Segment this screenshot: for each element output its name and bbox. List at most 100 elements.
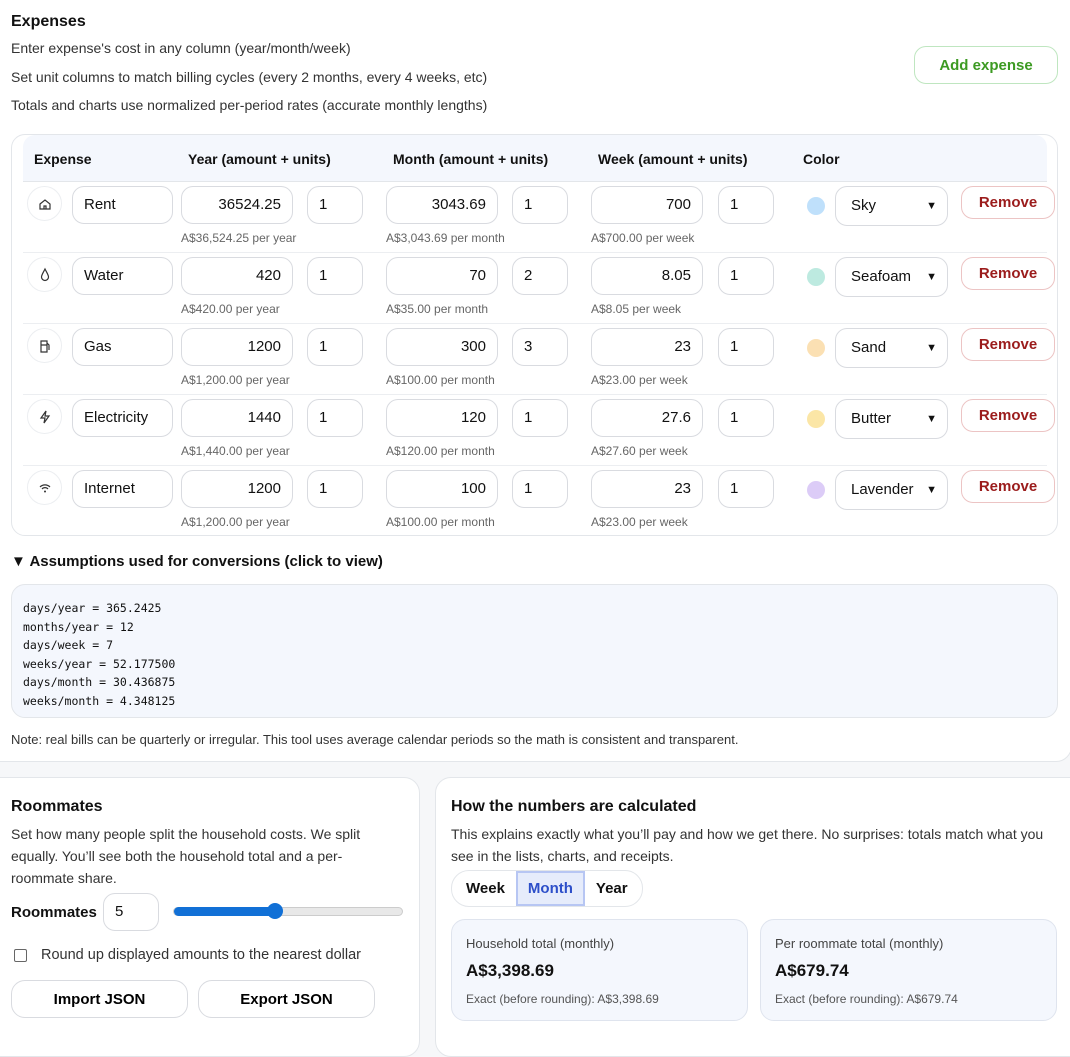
expense-name-input[interactable]: Gas (72, 328, 173, 366)
expense-name-input[interactable]: Internet (72, 470, 173, 508)
add-expense-button[interactable]: Add expense (914, 46, 1058, 84)
year-hint: A$420.00 per year (181, 302, 280, 316)
color-select[interactable]: Butter ▼ (835, 399, 948, 439)
month-hint: A$100.00 per month (386, 373, 495, 387)
year-hint: A$36,524.25 per year (181, 231, 297, 245)
remove-button[interactable]: Remove (961, 470, 1055, 503)
month-amount-input[interactable]: 70 (386, 257, 498, 295)
month-hint: A$35.00 per month (386, 302, 489, 316)
month-units-input[interactable]: 1 (512, 399, 568, 437)
roommates-count-input[interactable]: 5 (103, 893, 159, 931)
color-select-value: Butter (851, 410, 892, 427)
period-week-tab[interactable]: Week (466, 880, 505, 897)
round-up-checkbox[interactable] (14, 949, 27, 962)
month-units-input[interactable]: 3 (512, 328, 568, 366)
year-units-input[interactable]: 1 (307, 328, 363, 366)
chevron-down-icon: ▼ (926, 200, 937, 212)
remove-button[interactable]: Remove (961, 399, 1055, 432)
header-year: Year (amount + units) (188, 151, 331, 167)
expense-name-input[interactable]: Rent (72, 186, 173, 224)
expense-name-input[interactable]: Electricity (72, 399, 173, 437)
month-hint: A$100.00 per month (386, 515, 495, 529)
export-json-button[interactable]: Export JSON (198, 980, 375, 1018)
week-hint: A$27.60 per week (591, 444, 688, 458)
year-amount-input[interactable]: 1200 (181, 328, 293, 366)
week-hint: A$700.00 per week (591, 231, 695, 245)
slider-thumb[interactable] (267, 903, 284, 919)
roommates-slider[interactable] (173, 903, 403, 919)
week-amount-input[interactable]: 700 (591, 186, 703, 224)
conversion-note: Note: real bills can be quarterly or irr… (11, 732, 739, 747)
period-year-tab[interactable]: Year (595, 880, 628, 897)
assumptions-toggle[interactable]: ▼ Assumptions used for conversions (clic… (11, 553, 383, 570)
year-hint: A$1,200.00 per year (181, 373, 290, 387)
home-icon (27, 186, 62, 221)
color-select[interactable]: Seafoam ▼ (835, 257, 948, 297)
household-total-label: Household total (monthly) (466, 936, 615, 951)
week-units-input[interactable]: 1 (718, 328, 774, 366)
chevron-down-icon: ▼ (926, 342, 937, 354)
color-select-value: Sky (851, 197, 877, 214)
expenses-title: Expenses (11, 13, 86, 30)
week-hint: A$23.00 per week (591, 515, 688, 529)
year-amount-input[interactable]: 1200 (181, 470, 293, 508)
week-units-input[interactable]: 1 (718, 257, 774, 295)
expense-row: Gas 1200 1 A$1,200.00 per year 300 3 A$1… (23, 324, 1055, 395)
lightning-icon (27, 399, 62, 434)
week-amount-input[interactable]: 23 (591, 470, 703, 508)
color-swatch (807, 339, 825, 357)
year-units-input[interactable]: 1 (307, 257, 363, 295)
droplet-icon (27, 257, 62, 292)
gas-pump-icon (27, 328, 62, 363)
per-roommate-total-value: A$679.74 (775, 961, 849, 980)
color-select-value: Lavender (851, 481, 914, 498)
household-total-exact: Exact (before rounding): A$3,398.69 (466, 992, 659, 1006)
color-select[interactable]: Sand ▼ (835, 328, 948, 368)
import-json-button[interactable]: Import JSON (11, 980, 188, 1018)
year-amount-input[interactable]: 420 (181, 257, 293, 295)
roommates-label: Roommates (11, 904, 97, 921)
expense-name-input[interactable]: Water (72, 257, 173, 295)
remove-button[interactable]: Remove (961, 328, 1055, 361)
month-amount-input[interactable]: 3043.69 (386, 186, 498, 224)
remove-button[interactable]: Remove (961, 257, 1055, 290)
roommates-desc: Set how many people split the household … (11, 826, 361, 886)
year-amount-input[interactable]: 36524.25 (181, 186, 293, 224)
color-select-value: Sand (851, 339, 887, 356)
expense-row: Rent 36524.25 1 A$36,524.25 per year 304… (23, 182, 1055, 253)
chevron-down-icon: ▼ (926, 484, 937, 496)
month-amount-input[interactable]: 300 (386, 328, 498, 366)
header-expense: Expense (34, 151, 92, 167)
week-amount-input[interactable]: 27.6 (591, 399, 703, 437)
month-units-input[interactable]: 2 (512, 257, 568, 295)
expense-row: Electricity 1440 1 A$1,440.00 per year 1… (23, 395, 1055, 466)
week-units-input[interactable]: 1 (718, 470, 774, 508)
period-selector: Week Month Year (451, 870, 643, 907)
week-amount-input[interactable]: 8.05 (591, 257, 703, 295)
color-select[interactable]: Lavender ▼ (835, 470, 948, 510)
month-amount-input[interactable]: 120 (386, 399, 498, 437)
remove-button[interactable]: Remove (961, 186, 1055, 219)
month-units-input[interactable]: 1 (512, 470, 568, 508)
week-amount-input[interactable]: 23 (591, 328, 703, 366)
year-units-input[interactable]: 1 (307, 399, 363, 437)
calc-desc: This explains exactly what you’ll pay an… (451, 826, 1044, 864)
week-units-input[interactable]: 1 (718, 186, 774, 224)
week-units-input[interactable]: 1 (718, 399, 774, 437)
table-header: Expense Year (amount + units) Month (amo… (23, 135, 1047, 182)
chevron-down-icon: ▼ (926, 413, 937, 425)
expenses-table: Expense Year (amount + units) Month (amo… (11, 134, 1058, 536)
year-units-input[interactable]: 1 (307, 470, 363, 508)
month-amount-input[interactable]: 100 (386, 470, 498, 508)
color-swatch (807, 197, 825, 215)
household-total-card: Household total (monthly) A$3,398.69 Exa… (451, 919, 748, 1021)
chevron-down-icon: ▼ (926, 271, 937, 283)
year-amount-input[interactable]: 1440 (181, 399, 293, 437)
color-select[interactable]: Sky ▼ (835, 186, 948, 226)
color-swatch (807, 481, 825, 499)
month-hint: A$120.00 per month (386, 444, 495, 458)
period-month-tab[interactable]: Month (515, 871, 585, 906)
year-units-input[interactable]: 1 (307, 186, 363, 224)
week-hint: A$8.05 per week (591, 302, 682, 316)
month-units-input[interactable]: 1 (512, 186, 568, 224)
